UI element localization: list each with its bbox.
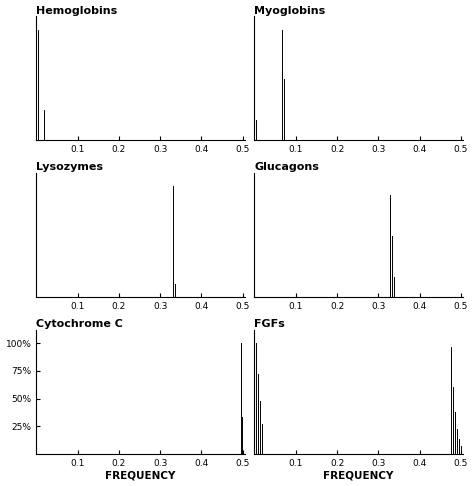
Text: Myoglobins: Myoglobins [255, 5, 326, 16]
Text: FGFs: FGFs [255, 319, 285, 329]
X-axis label: FREQUENCY: FREQUENCY [323, 470, 394, 481]
X-axis label: FREQUENCY: FREQUENCY [105, 470, 176, 481]
Text: Glucagons: Glucagons [255, 162, 319, 173]
Text: Lysozymes: Lysozymes [36, 162, 103, 173]
Text: Hemoglobins: Hemoglobins [36, 5, 118, 16]
Text: Cytochrome C: Cytochrome C [36, 319, 123, 329]
